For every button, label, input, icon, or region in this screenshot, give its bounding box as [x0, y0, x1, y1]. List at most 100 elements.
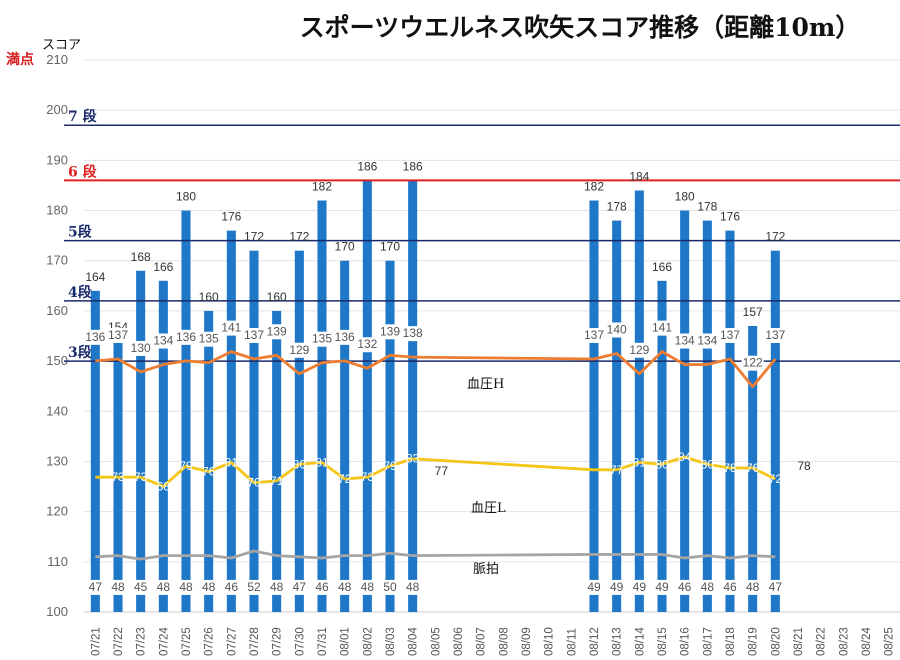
score-bar-08/14 — [634, 190, 644, 613]
bp-high-label: 141 — [221, 321, 241, 335]
y-tick-label: 150 — [46, 353, 68, 368]
bp-low-label: 73 — [134, 470, 148, 484]
score-bar-07/30 — [294, 250, 304, 612]
bp-high-label: 129 — [289, 343, 309, 357]
score-bar-08/02 — [362, 180, 372, 612]
pulse-label: 52 — [247, 580, 261, 594]
bp-low-label: 78 — [723, 461, 737, 475]
x-tick-label: 07/26 — [204, 627, 216, 656]
rank-label: 6 段 — [68, 163, 97, 180]
pulse-label-bg — [379, 579, 401, 595]
bp-low-label: 76 — [746, 461, 760, 475]
rank-label: 3段 — [68, 344, 92, 361]
score-bar-08/17 — [702, 220, 712, 612]
bp-low-line — [594, 455, 776, 481]
bp-low-gap-label: 77 — [435, 464, 449, 478]
x-tick-label: 08/25 — [884, 627, 896, 656]
pulse-label: 49 — [633, 580, 647, 594]
bp-high-label-bg — [651, 320, 673, 336]
bp-high-label: 141 — [652, 321, 672, 335]
score-bar-08/12 — [589, 200, 599, 612]
x-tick-label: 08/03 — [385, 627, 397, 656]
y-tick-label: 120 — [46, 504, 68, 519]
x-tick-label: 07/27 — [226, 627, 238, 656]
x-tick-label: 08/12 — [589, 627, 601, 656]
bp-high-label: 140 — [607, 322, 627, 336]
bp-low-label: 79 — [383, 459, 397, 473]
pulse-label-bg — [583, 579, 605, 595]
bp-high-label: 130 — [131, 341, 151, 355]
score-bar-07/28 — [249, 250, 259, 612]
bp-high-label: 135 — [199, 332, 219, 346]
x-tick-label: 08/01 — [340, 627, 352, 656]
bp-low-label: 72 — [769, 472, 783, 486]
score-label: 172 — [289, 230, 309, 244]
bp-low-label: 81 — [633, 455, 647, 469]
pulse-line — [594, 553, 776, 560]
pulse-label-bg — [356, 579, 379, 595]
x-tick-label: 08/23 — [838, 627, 850, 656]
score-bar-08/03 — [385, 260, 395, 612]
x-tick-label: 08/11 — [566, 628, 578, 656]
bp-low-label: 81 — [225, 455, 239, 469]
pulse-label: 48 — [338, 580, 352, 594]
score-bars — [90, 180, 780, 613]
bp-high-label: 122 — [743, 356, 763, 370]
bp-low-series-label: 血圧L — [471, 501, 506, 516]
score-label: 166 — [652, 260, 672, 274]
score-bar-07/24 — [158, 280, 168, 612]
score-bar-07/31 — [317, 200, 327, 612]
score-label: 180 — [176, 190, 196, 204]
score-label: 172 — [765, 230, 785, 244]
score-label: 176 — [720, 210, 740, 224]
pulse-label-bg — [741, 579, 764, 595]
pulse-label: 48 — [701, 580, 715, 594]
bp-low-label: 81 — [315, 455, 329, 469]
pulse-label-bg — [719, 579, 741, 595]
x-tick-label: 07/28 — [249, 627, 261, 656]
bp-high-label: 135 — [312, 332, 332, 346]
bp-high-label-bg — [152, 333, 175, 349]
bp-low-label: 76 — [202, 465, 216, 479]
pulse-series-label: 脈拍 — [473, 562, 499, 577]
x-tick-label: 08/20 — [770, 627, 782, 656]
bp-high-label-bg — [719, 328, 741, 344]
bp-high-label-bg — [379, 324, 401, 340]
pulse-label-bg — [243, 579, 265, 595]
bp-high-label: 134 — [697, 334, 717, 348]
y-tick-label: 160 — [46, 303, 68, 318]
bp-low-label: 73 — [361, 470, 375, 484]
x-tick-label: 08/16 — [680, 627, 692, 656]
score-label: 176 — [221, 210, 241, 224]
y-tick-label: 140 — [46, 403, 68, 418]
pulse-label-bg — [673, 579, 696, 595]
score-label: 164 — [85, 270, 105, 284]
x-tick-labels: 07/21 07/22 07/23 07/24 07/25 07/26 07/27 07/28… — [90, 627, 895, 656]
pulse-label-bg — [129, 579, 152, 595]
pulse-label: 49 — [655, 580, 669, 594]
bp-low-label: 80 — [655, 457, 669, 471]
bp-high-label-bg — [583, 328, 605, 344]
bp-high-label-bg — [197, 331, 220, 347]
bp-high-label-bg — [107, 328, 129, 344]
rank-label: 4段 — [68, 284, 92, 301]
score-label: 186 — [357, 159, 377, 173]
x-tick-label: 08/04 — [408, 627, 420, 656]
y-tick-label: 180 — [46, 203, 68, 218]
bp-high-series-label: 血圧H — [467, 377, 504, 392]
score-label: 178 — [607, 200, 627, 214]
score-bar-08/01 — [340, 260, 350, 612]
y-tick-label: 100 — [46, 604, 68, 619]
score-label: 160 — [199, 290, 219, 304]
x-tick-label: 07/31 — [317, 627, 329, 656]
y-tick-label: 170 — [46, 253, 68, 268]
x-tick-label: 08/10 — [544, 627, 556, 656]
x-tick-label: 08/13 — [612, 627, 624, 656]
bp-high-label-bg — [333, 329, 356, 345]
bp-high-label-bg — [696, 333, 719, 349]
series-labels: 血圧H 血圧L 脈拍 — [467, 377, 506, 577]
bp-high-label: 136 — [85, 330, 105, 344]
score-label: 166 — [153, 260, 173, 274]
rank-label: 7 段 — [68, 108, 97, 125]
x-tick-label: 08/17 — [702, 627, 714, 656]
